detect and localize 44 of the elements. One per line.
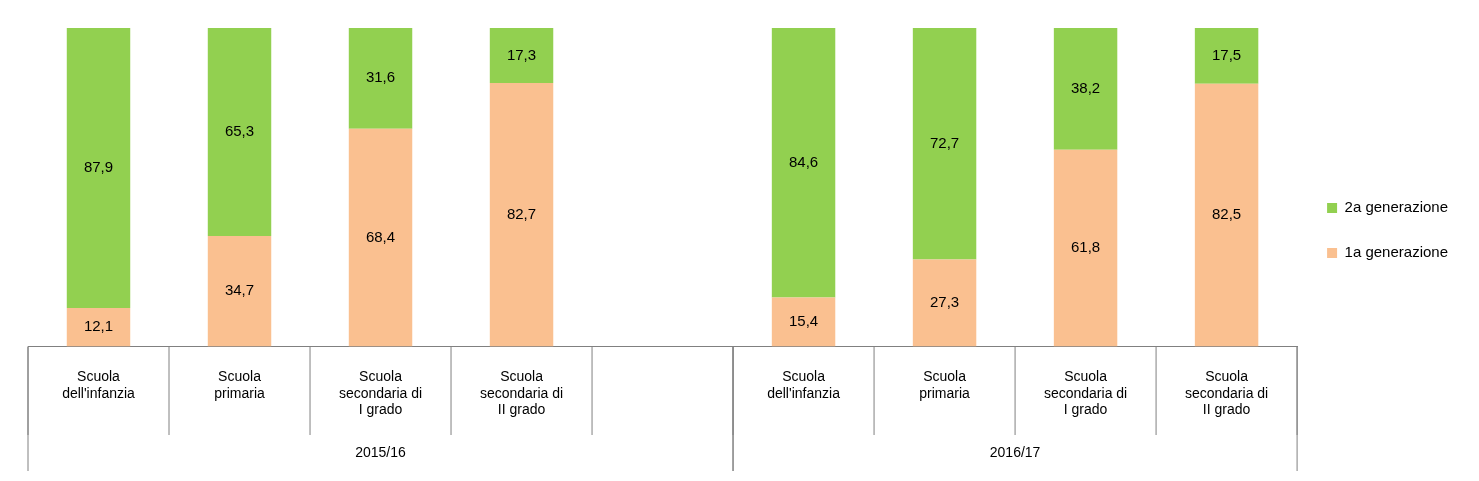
x-tick-label: Scuola dell'infanzia bbox=[767, 367, 841, 401]
bar bbox=[489, 83, 554, 347]
data-label: 12,1 bbox=[83, 317, 114, 335]
data-label: 68,4 bbox=[365, 227, 396, 245]
x-tick-label: Scuola secondaria di I grado bbox=[1043, 367, 1128, 418]
x-tick-label: Scuola secondaria di II grado bbox=[479, 367, 564, 418]
data-label: 31,6 bbox=[365, 68, 396, 86]
data-label: 15,4 bbox=[788, 312, 819, 330]
bar bbox=[912, 28, 977, 260]
data-label: 82,7 bbox=[506, 205, 537, 222]
x-tick-label: Scuola primaria bbox=[919, 367, 971, 401]
bar bbox=[489, 28, 554, 84]
bar bbox=[1053, 149, 1118, 347]
bar bbox=[771, 28, 836, 298]
data-label: 65,3 bbox=[224, 122, 255, 140]
x-tick-label: Scuola secondaria di I grado bbox=[338, 367, 423, 418]
bar bbox=[771, 297, 836, 347]
data-label: 27,3 bbox=[929, 293, 960, 311]
data-label: 84,6 bbox=[788, 152, 819, 170]
data-label: 17,3 bbox=[506, 45, 537, 63]
data-label: 87,9 bbox=[83, 158, 114, 176]
bar bbox=[207, 236, 272, 347]
bar bbox=[1053, 28, 1118, 150]
x-tick-label: Scuola primaria bbox=[214, 367, 265, 401]
data-label: 34,7 bbox=[224, 281, 255, 299]
data-label: 38,2 bbox=[1070, 78, 1101, 96]
legend-label: 2a generazione bbox=[1344, 198, 1448, 216]
data-label: 72,7 bbox=[929, 133, 960, 151]
x-tick-label: Scuola dell'infanzia bbox=[62, 367, 136, 401]
x-tick-label: Scuola secondaria di II grado bbox=[1184, 367, 1269, 418]
data-label: 82,5 bbox=[1211, 205, 1242, 223]
data-label: 61,8 bbox=[1070, 238, 1101, 256]
bar bbox=[207, 28, 272, 237]
bar bbox=[348, 128, 413, 347]
bar bbox=[1194, 83, 1259, 347]
bar bbox=[348, 28, 413, 129]
text: 2015/16 bbox=[355, 443, 407, 460]
bar bbox=[66, 308, 131, 347]
bar bbox=[1194, 28, 1259, 84]
text: 2016/17 bbox=[989, 443, 1041, 460]
legend-label: 1a generazione bbox=[1344, 243, 1448, 261]
bar bbox=[912, 259, 977, 347]
data-label: 17,5 bbox=[1211, 46, 1242, 64]
bar bbox=[66, 28, 131, 309]
